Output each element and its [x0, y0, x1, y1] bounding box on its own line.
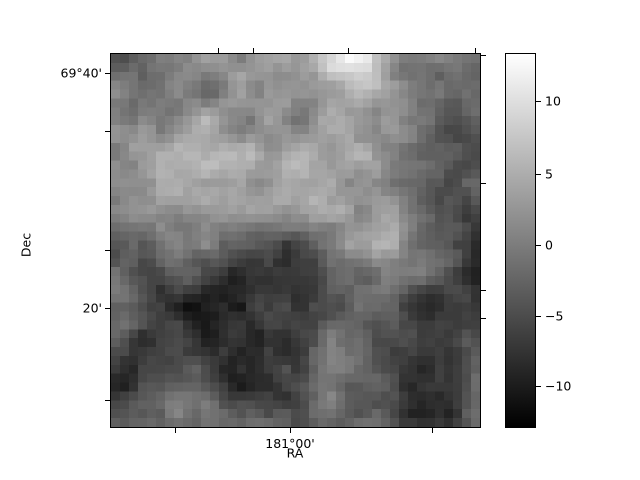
x-axis-tick-top: [253, 48, 255, 53]
x-axis-tick-label: 181°00': [265, 436, 315, 451]
colorbar-gradient: [506, 54, 535, 427]
x-axis-tick-top: [218, 48, 220, 53]
colorbar[interactable]: [505, 53, 536, 428]
sky-map-axes[interactable]: [110, 53, 481, 428]
colorbar-tick-label: −10: [545, 378, 572, 394]
colorbar-tick-label: −5: [545, 308, 564, 324]
colorbar-tick: [536, 101, 541, 103]
y-axis-tick: [105, 400, 110, 402]
y-axis-label: Dec: [18, 232, 34, 258]
colorbar-tick: [536, 316, 541, 318]
y-axis-tick-label: 69°40': [60, 65, 103, 81]
x-axis-label: RA: [286, 445, 304, 461]
y-axis-tick: [105, 308, 110, 310]
x-axis-tick-top: [475, 48, 477, 53]
colorbar-tick-label: 0: [545, 237, 553, 253]
y-axis-tick-right: [481, 183, 486, 185]
y-axis-tick-label: 20': [82, 300, 102, 316]
colorbar-tick: [536, 386, 541, 388]
colorbar-tick: [536, 174, 541, 176]
y-axis-tick: [105, 73, 110, 75]
y-axis-tick-right: [481, 318, 486, 320]
sky-map-image: [111, 54, 480, 427]
colorbar-tick-label: 10: [545, 93, 561, 109]
y-axis-tick-right: [481, 290, 486, 292]
colorbar-tick-label: 5: [545, 166, 553, 182]
colorbar-tick: [536, 245, 541, 247]
x-axis-tick: [432, 428, 434, 433]
x-axis-tick-top: [348, 48, 350, 53]
x-axis-tick: [290, 428, 292, 433]
y-axis-tick: [105, 131, 110, 133]
y-axis-tick: [105, 250, 110, 252]
y-axis-tick-right: [481, 55, 486, 57]
x-axis-tick: [175, 428, 177, 433]
